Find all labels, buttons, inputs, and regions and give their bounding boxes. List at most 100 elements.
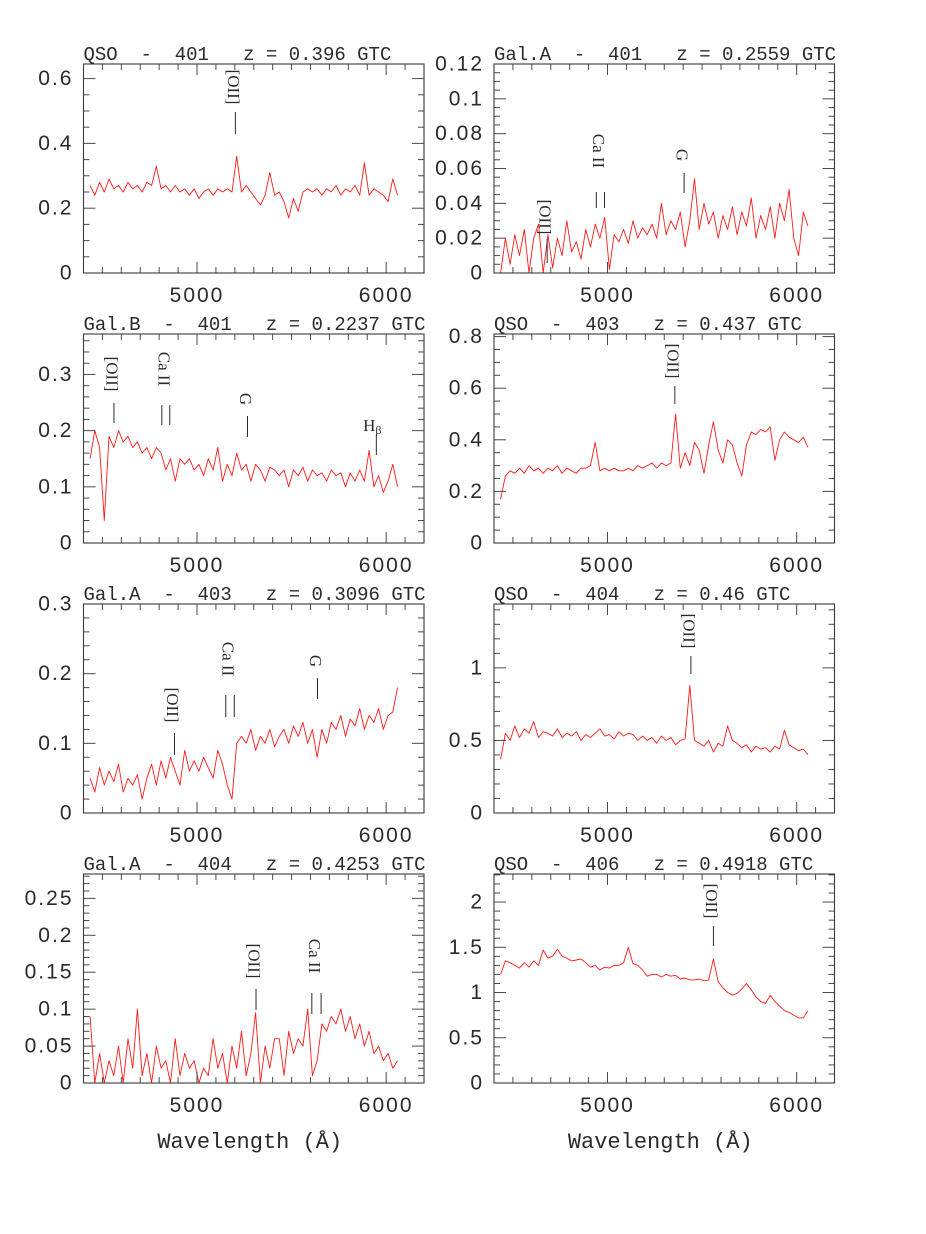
marker-label: [OII] [245,944,264,979]
panel-title: Gal.A - 404 z = 0.4253 GTC [84,854,426,876]
x-tick-label: 5000 [580,1094,635,1117]
marker-label: [OII] [163,688,182,723]
panel-title: Gal.B - 401 z = 0.2237 GTC [84,314,426,336]
x-tick-label: 5000 [580,824,635,847]
spectral-line-marker: Ca II [305,939,324,1014]
x-tick-label: 5000 [170,824,225,847]
plot-frame [493,873,836,1084]
marker-label: G [673,149,692,161]
x-tick-label: 6000 [359,1094,414,1117]
spectrum-panel: 0 0.1 0.2 0.3 5000 6000 Gal.A - 403 z = 0.3096… [38,584,425,847]
spectral-line-marker: [OII] [102,357,121,423]
spectral-line-marker: [OII] [536,200,555,263]
spectral-line-marker: Ca II [589,134,608,208]
y-tick-label: 0 [60,532,74,555]
x-tick-label: 5000 [580,554,635,577]
marker-label: [OII] [663,344,682,379]
spectrum-line [500,684,809,760]
plot-frame [82,63,425,274]
spectral-line-marker: [OII] [663,344,682,404]
y-tick-label: 0.2 [38,419,73,442]
spectral-line-marker: [OII] [245,944,264,1010]
marker-label: Ca II [219,642,238,677]
y-tick-label: 0.2 [38,924,73,947]
spectrum-panel: 0 0.5 1 5000 6000 QSO - 404 z = 0.46 GTC [OII] [449,584,836,847]
plot-frame [493,63,836,274]
panel-title: Gal.A - 403 z = 0.3096 GTC [84,584,426,606]
marker-label: G [306,655,325,667]
marker-label-subscript: β [375,423,381,437]
y-tick-label: 2 [470,891,484,914]
y-tick-label: 0.3 [38,363,73,386]
spectral-line-marker: [OII] [702,884,721,946]
y-tick-label: 0.5 [449,729,484,752]
plot-frame [493,333,836,544]
y-tick-label: 0 [470,1072,484,1095]
y-tick-label: 0.05 [25,1035,74,1058]
y-tick-label: 0.15 [25,961,74,984]
x-tick-label: 6000 [769,284,824,307]
y-tick-label: 0 [60,1072,74,1095]
y-tick-label: 0.6 [449,377,484,400]
spectrum-panel: 0 0.2 0.4 0.6 5000 6000 QSO - 401 z = 0.396 GT… [38,44,425,307]
panel-title: Gal.A - 401 z = 0.2559 GTC [494,44,836,66]
y-tick-label: 0.4 [38,132,73,155]
y-tick-label: 0.1 [449,87,484,110]
panel-title: QSO - 403 z = 0.437 GTC [494,314,802,336]
y-tick-label: 0.2 [38,197,73,220]
y-tick-label: 0 [60,262,74,285]
y-tick-label: 0.4 [449,428,484,451]
plot-frame [82,603,425,814]
spectral-line-marker: Hβ [363,416,382,455]
marker-label: Hβ [363,416,381,438]
spectrum-panel: 0 0.1 0.2 0.3 5000 6000 Gal.B - 401 z = 0.2237… [38,314,425,577]
y-tick-label: 1 [470,981,484,1004]
spectrum-panel: 0 0.5 1 1.5 2 5000 6000 QSO - 406 z = 0.4918 GT… [449,854,836,1155]
y-tick-label: 0.12 [435,53,484,76]
marker-label-text: H [363,416,375,435]
y-tick-label: 0.2 [38,662,73,685]
marker-label: [OII] [536,200,555,235]
x-tick-label: 5000 [170,1094,225,1117]
spectrum-line [500,946,809,1019]
y-tick-label: 0.04 [435,192,484,215]
x-tick-label: 6000 [769,1094,824,1117]
spectrum-panel: 0 0.05 0.1 0.15 0.2 0.25 5000 6000 Gal.A - 404 z… [25,854,426,1155]
spectral-line-marker: [OII] [224,70,243,134]
spectral-line-marker: [OII] [679,614,698,674]
y-tick-label: 0.6 [38,67,73,90]
panel-title: QSO - 401 z = 0.396 GTC [84,44,392,66]
spectrum-line [500,178,809,274]
spectrum-panel: 0 0.2 0.4 0.6 0.8 5000 6000 QSO - 403 z = 0.437… [449,314,836,577]
y-tick-label: 1.5 [449,936,484,959]
x-tick-label: 6000 [359,824,414,847]
y-tick-label: 0 [60,802,74,825]
marker-label: Ca II [305,939,324,974]
y-tick-label: 0.2 [449,480,484,503]
y-tick-label: 0.06 [435,157,484,180]
x-axis-label: Wavelength (Å) [568,1129,753,1155]
y-tick-label: 1 [470,656,484,679]
marker-label: [OII] [679,614,698,649]
y-tick-label: 0 [470,532,484,555]
y-tick-label: 0 [470,262,484,285]
y-tick-label: 0.1 [38,475,73,498]
marker-label: G [236,393,255,405]
marker-label: [OII] [224,70,243,105]
y-tick-label: 0.5 [449,1026,484,1049]
spectrum-line [89,1008,398,1084]
spectrum-line [500,413,809,500]
spectrum-panel: 0 0.02 0.04 0.06 0.08 0.1 0.12 5000 6000 Gal.A - … [435,44,836,307]
y-tick-label: 0.3 [38,593,73,616]
spectral-line-marker: G [236,393,255,437]
x-tick-label: 5000 [170,284,225,307]
panel-title: QSO - 406 z = 0.4918 GTC [494,854,813,876]
y-tick-label: 0.25 [25,887,74,910]
x-tick-label: 5000 [170,554,225,577]
marker-label: Ca II [154,352,173,387]
x-tick-label: 6000 [359,284,414,307]
spectrum-line [89,155,398,219]
spectral-line-marker: G [306,655,325,699]
marker-label: [OII] [102,357,121,392]
y-tick-label: 0.1 [38,732,73,755]
